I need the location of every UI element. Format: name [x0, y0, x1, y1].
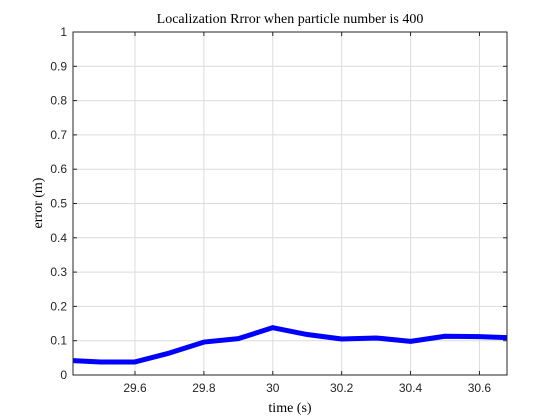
x-tick-label: 30.4 [399, 381, 423, 395]
y-tick-label: 0.2 [50, 299, 67, 313]
series-line [72, 325, 508, 365]
grid [73, 31, 507, 376]
y-tick-label: 0.4 [50, 231, 67, 245]
y-tick-label: 1 [60, 25, 67, 39]
x-tick-label: 30.6 [468, 381, 492, 395]
x-tick-label: 29.8 [192, 381, 216, 395]
y-ticks: 0 0.1 0.2 0.3 0.4 0.5 0.6 0.7 0.8 0.9 1 [50, 25, 507, 382]
y-tick-label: 0.7 [50, 128, 67, 142]
y-tick-label: 0.9 [50, 59, 67, 73]
y-tick-label: 0.3 [50, 265, 67, 279]
y-tick-label: 0.8 [50, 94, 67, 108]
y-tick-label: 0.5 [50, 197, 67, 211]
y-tick-label: 0.6 [50, 162, 67, 176]
y-axis-label: error (m) [31, 177, 46, 228]
series-layer [72, 325, 508, 365]
y-tick-label: 0.1 [50, 334, 67, 348]
x-axis-label: time (s) [268, 401, 311, 416]
chart-title: Localization Rrror when particle number … [157, 12, 424, 27]
x-tick-label: 30 [266, 381, 280, 395]
x-ticks: 29.6 29.8 30 30.2 30.4 30.6 [123, 32, 491, 395]
x-tick-label: 29.6 [123, 381, 147, 395]
y-tick-label: 0 [60, 368, 67, 382]
x-tick-label: 30.2 [330, 381, 354, 395]
